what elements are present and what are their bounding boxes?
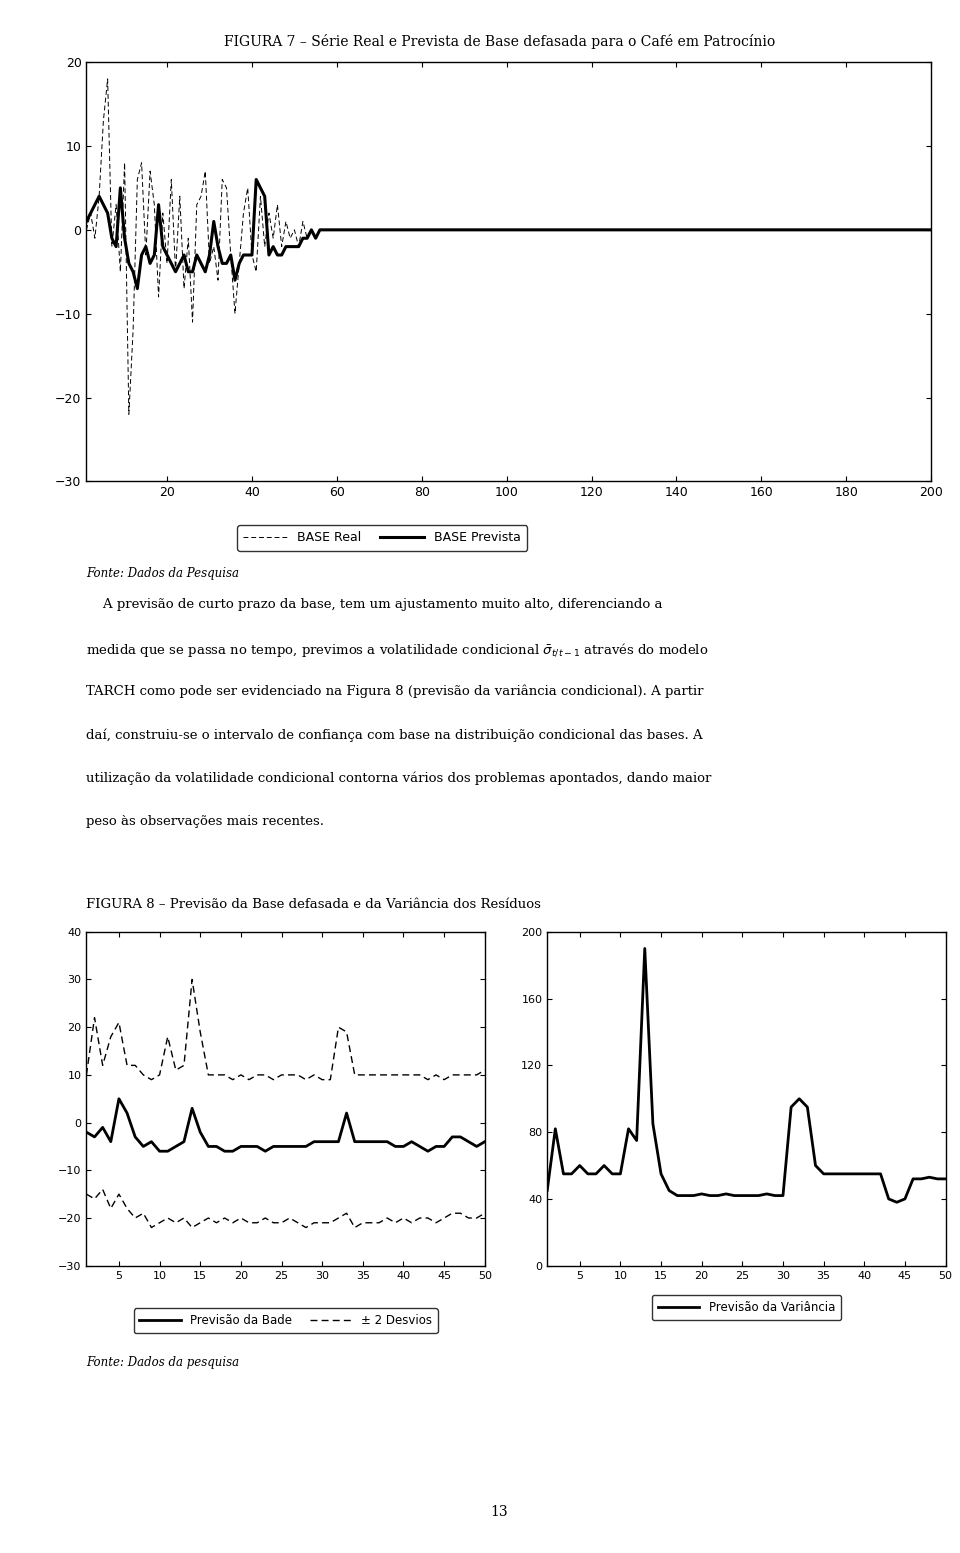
Legend: Previsão da Bade, ± 2 Desvios: Previsão da Bade, ± 2 Desvios — [133, 1309, 438, 1332]
Text: utilização da volatilidade condicional contorna vários dos problemas apontados, : utilização da volatilidade condicional c… — [86, 772, 711, 786]
Text: medida que se passa no tempo, previmos a volatilidade condicional $\bar{\sigma}_: medida que se passa no tempo, previmos a… — [86, 641, 708, 658]
Text: TARCH como pode ser evidenciado na Figura 8 (previsão da variância condicional).: TARCH como pode ser evidenciado na Figur… — [86, 685, 704, 699]
Text: peso às observações mais recentes.: peso às observações mais recentes. — [86, 815, 324, 828]
Text: A previsão de curto prazo da base, tem um ajustamento muito alto, diferenciando : A previsão de curto prazo da base, tem u… — [86, 598, 663, 610]
Text: daí, construiu-se o intervalo de confiança com base na distribuição condicional : daí, construiu-se o intervalo de confian… — [86, 728, 703, 742]
Text: FIGURA 8 – Previsão da Base defasada e da Variância dos Resíduos: FIGURA 8 – Previsão da Base defasada e d… — [86, 898, 541, 910]
Text: FIGURA 7 – Série Real e Prevista de Base defasada para o Café em Patrocínio: FIGURA 7 – Série Real e Prevista de Base… — [224, 34, 775, 50]
Legend: BASE Real, BASE Prevista: BASE Real, BASE Prevista — [237, 525, 527, 551]
Text: Fonte: Dados da pesquisa: Fonte: Dados da pesquisa — [86, 1356, 240, 1368]
Legend: Previsão da Variância: Previsão da Variância — [652, 1295, 841, 1320]
Text: Fonte: Dados da Pesquisa: Fonte: Dados da Pesquisa — [86, 567, 239, 579]
Text: 13: 13 — [491, 1505, 508, 1519]
